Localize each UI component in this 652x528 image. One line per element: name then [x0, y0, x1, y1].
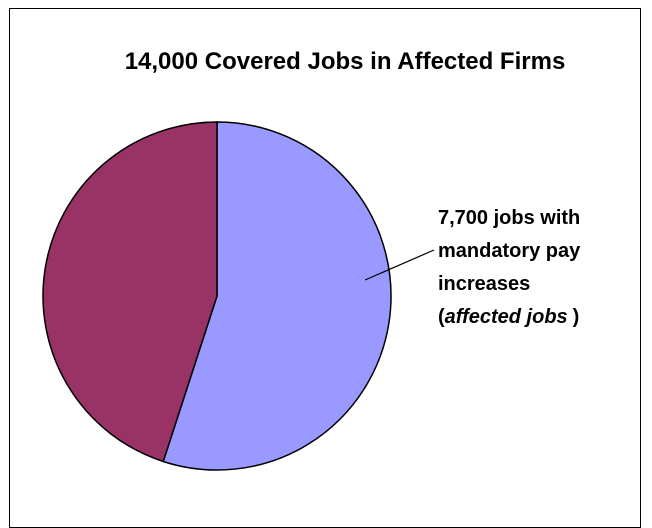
chart-title: 14,000 Covered Jobs in Affected Firms — [125, 48, 566, 75]
callout-open-paren: ( — [438, 306, 445, 328]
pie-chart: 14,000 Covered Jobs in Affected Firms 7,… — [42, 48, 581, 471]
callout-affected-jobs: affected jobs — [445, 306, 568, 328]
pie-slices — [42, 121, 392, 471]
callout-leader-line — [364, 249, 435, 281]
callout-line-1: 7,700 jobs with — [438, 207, 580, 229]
pie-slice-2 — [42, 121, 218, 463]
callout-line-3: increases — [438, 273, 530, 295]
callout-line-2: mandatory pay — [438, 240, 581, 262]
pie-slice-1 — [162, 121, 392, 471]
callout-line-4: (affected jobs) — [438, 306, 579, 328]
callout-close-paren: ) — [573, 306, 580, 328]
